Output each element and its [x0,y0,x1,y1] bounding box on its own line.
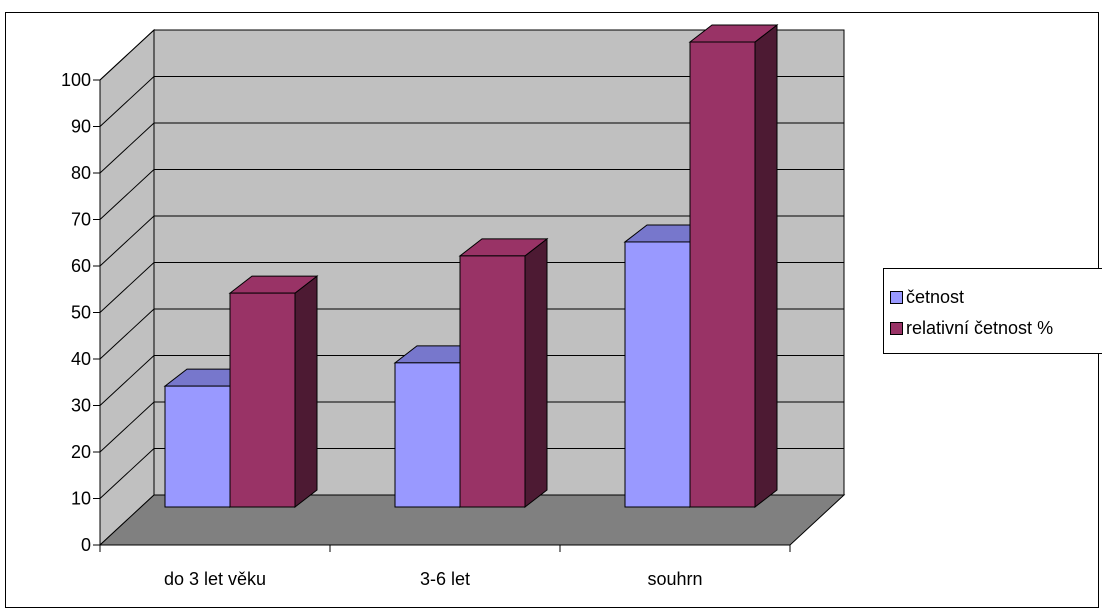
gridline [99,401,844,453]
y-tick-label: 10 [71,489,91,509]
bar-relativni-cetnost [229,292,296,508]
legend-label-cetnost: četnost [906,286,965,307]
bar-side-relativni-cetnost [754,23,778,509]
y-tick-label: 100 [61,70,91,90]
y-tick-label: 40 [71,349,91,369]
gridline [99,169,844,220]
y-tick-label: 90 [71,117,91,137]
gridline [99,262,844,313]
y-tick-label: 0 [81,535,91,555]
y-tick-label: 50 [71,303,91,323]
gridline [99,76,844,127]
legend: četnost relativní četnost % [883,268,1102,354]
legend-item-relativni-cetnost: relativní četnost % [890,317,1053,339]
x-category-label: souhrn [647,569,702,589]
gridline [99,308,844,360]
y-tick-label: 30 [71,396,91,416]
bar-side-relativni-cetnost [294,275,318,509]
bar-relativni-cetnost [689,41,756,508]
x-category-label: 3-6 let [420,569,470,589]
gridline [99,448,844,499]
bar-relativni-cetnost [459,255,526,508]
legend-swatch-cetnost [890,290,903,304]
gridline [99,29,844,81]
bar-side-relativni-cetnost [524,237,548,509]
y-tick-label: 20 [71,442,91,462]
bar-cetnost [164,385,231,508]
x-category-label: do 3 let věku [164,569,266,589]
legend-item-cetnost: četnost [890,286,964,308]
bar-cetnost [624,241,691,508]
gridline [99,355,844,406]
gridline [99,215,844,267]
y-tick-label: 80 [71,163,91,183]
y-tick-label: 60 [71,256,91,276]
y-tick-label: 70 [71,210,91,230]
bar-cetnost [394,362,461,508]
legend-label-relativni-cetnost: relativní četnost % [906,317,1054,338]
gridline [99,122,844,174]
legend-swatch-relativni-cetnost [890,321,903,335]
